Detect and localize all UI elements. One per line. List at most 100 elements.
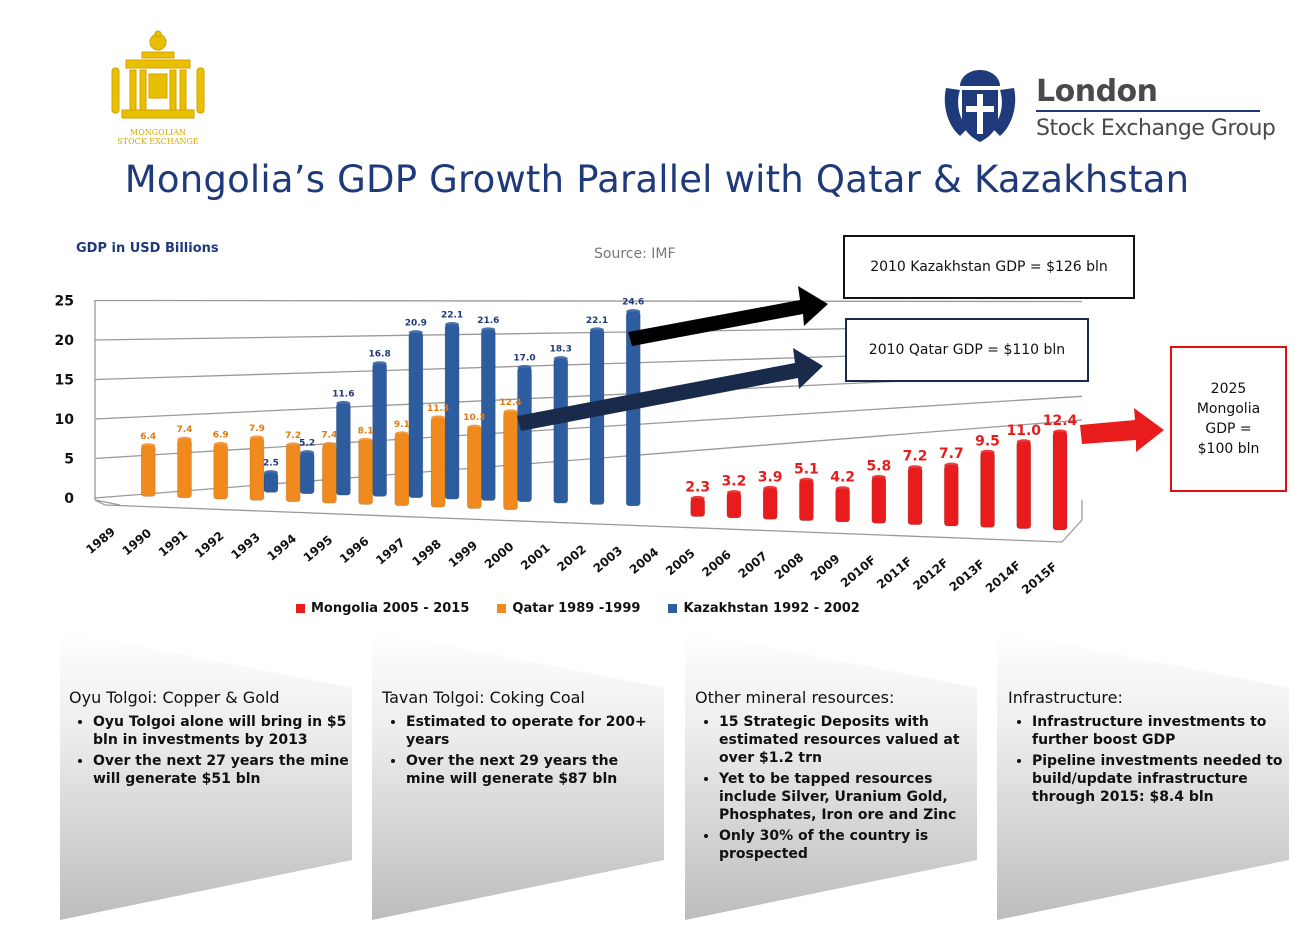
panel-oyu-tolgoi: Oyu Tolgoi: Copper & Gold Oyu Tolgoi alo… (69, 688, 351, 791)
x-tick-label: 2013F (947, 557, 988, 594)
x-tick-label: 2001 (518, 541, 553, 573)
panel-title: Tavan Tolgoi: Coking Coal (382, 688, 585, 707)
bar-top (980, 449, 995, 455)
data-label: 5.1 (794, 461, 819, 477)
data-label: 2.5 (263, 459, 279, 469)
panel-bullet: Oyu Tolgoi alone will bring in $5 bln in… (93, 713, 351, 749)
panel-bullet: 15 Strategic Deposits with estimated res… (719, 713, 971, 767)
data-label: 11.0 (1006, 423, 1041, 439)
data-label: 24.6 (622, 298, 644, 308)
bar (335, 403, 351, 496)
data-label: 6.4 (140, 432, 156, 442)
panel-title: Other mineral resources: (695, 688, 895, 707)
data-label: 11.3 (427, 404, 449, 414)
panel-bullet: Estimated to operate for 200+ years (406, 713, 656, 749)
bar-top (1016, 439, 1031, 445)
bar (466, 426, 482, 509)
bar (943, 464, 959, 527)
callout-kazakhstan-gdp: 2010 Kazakhstan GDP = $126 bln (843, 235, 1135, 299)
data-label: 7.2 (903, 449, 928, 465)
bar (762, 488, 778, 520)
bar (299, 452, 315, 495)
y-tick-label: 25 (55, 294, 74, 310)
data-label: 7.4 (321, 431, 337, 441)
data-label: 18.3 (550, 345, 572, 355)
bar-top (799, 477, 814, 483)
bar (690, 497, 706, 517)
data-label: 7.7 (939, 446, 964, 462)
legend-swatch (296, 604, 305, 613)
panel-bullet: Yet to be tapped resources include Silve… (719, 770, 971, 824)
bar (213, 444, 229, 500)
chart-source: Source: IMF (594, 246, 676, 262)
bar-top (467, 424, 482, 430)
y-tick-label: 5 (64, 452, 74, 468)
legend-label: Kazakhstan 1992 - 2002 (683, 601, 860, 616)
bar (517, 367, 532, 503)
data-label: 12.4 (499, 398, 521, 408)
bar-top (590, 327, 604, 333)
data-label: 22.1 (586, 316, 608, 326)
bar-top (141, 443, 156, 449)
x-tick-label: 1998 (409, 537, 444, 569)
bar-top (481, 327, 496, 333)
data-label: 5.2 (299, 439, 315, 449)
chart-legend: Mongolia 2005 - 2015 Qatar 1989 -1999 Ka… (296, 601, 860, 616)
bar-top (690, 495, 705, 501)
bar (835, 488, 851, 523)
chart-floor (94, 499, 1083, 543)
data-label: 3.9 (758, 469, 783, 485)
data-label: 7.9 (249, 424, 265, 434)
panel-bullet: Over the next 29 years the mine will gen… (406, 752, 656, 788)
x-tick-label: 1999 (446, 538, 481, 570)
bar (140, 445, 156, 497)
bar-top (503, 409, 518, 415)
callout-mongolia-gdp: 2025 Mongolia GDP = $100 bln (1170, 346, 1287, 492)
data-label: 17.0 (513, 354, 535, 364)
bar (871, 477, 887, 524)
bar-top (553, 356, 568, 362)
bar-top (263, 470, 278, 476)
bar-top (177, 436, 192, 442)
x-tick-label: 2002 (554, 542, 589, 574)
bar-top (1053, 429, 1067, 435)
panel-bullet: Over the next 27 years the mine will gen… (93, 752, 351, 788)
panel-title: Infrastructure: (1008, 688, 1123, 707)
y-tick-label: 20 (55, 333, 75, 349)
panel-shape (997, 630, 1289, 920)
lse-logo-rule (1036, 110, 1260, 112)
x-tick-label: 2015F (1019, 560, 1060, 597)
bar-top (322, 442, 337, 448)
arrow-qatar (517, 348, 823, 431)
data-label: 6.9 (213, 431, 229, 441)
panel-bullet: Only 30% of the country is prospected (719, 827, 971, 863)
bar (1052, 431, 1068, 531)
bar-top (431, 415, 446, 421)
x-tick-label: 2014F (983, 558, 1024, 595)
y-tick-label: 0 (64, 491, 74, 507)
axis-wall (94, 499, 121, 506)
x-tick-label: 1995 (301, 533, 336, 565)
arrow-mongolia (1080, 408, 1164, 452)
data-label: 5.8 (866, 458, 891, 474)
x-tick-label: 1993 (228, 530, 263, 562)
x-tick-label: 1989 (83, 525, 118, 557)
bar-top (408, 330, 423, 336)
x-tick-label: 1994 (264, 531, 299, 563)
bar (726, 492, 742, 519)
data-label: 11.6 (332, 389, 354, 399)
data-label: 9.5 (975, 433, 1000, 449)
data-label: 22.1 (441, 311, 463, 321)
bar-top (213, 442, 228, 448)
panel-tavan-tolgoi: Tavan Tolgoi: Coking Coal Estimated to o… (382, 688, 656, 791)
x-tick-label: 2000 (482, 539, 517, 571)
y-tick-label: 10 (55, 412, 75, 428)
data-label: 21.6 (477, 316, 499, 326)
data-label: 4.2 (830, 470, 855, 486)
x-tick-label: 1991 (156, 527, 191, 559)
x-tick-label: 2008 (772, 550, 807, 582)
legend-item-mongolia: Mongolia 2005 - 2015 (296, 601, 469, 616)
data-label: 10.3 (463, 413, 485, 423)
bar-top (445, 322, 460, 328)
bar-top (336, 400, 351, 406)
